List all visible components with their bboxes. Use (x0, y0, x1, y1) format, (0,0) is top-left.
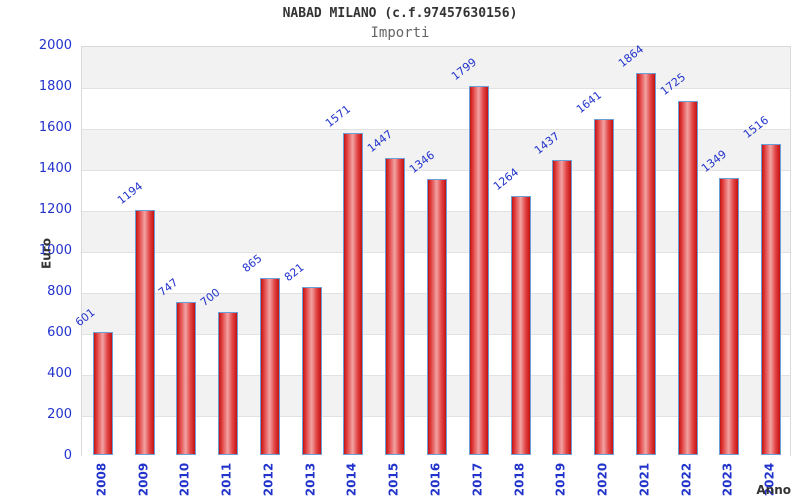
x-tick-label: 2023 (720, 462, 735, 497)
y-tick-label: 1600 (38, 120, 72, 135)
bar-2017: 1799 (449, 56, 489, 455)
chart-subtitle: Importi (370, 25, 430, 41)
x-tick-label: 2015 (386, 462, 401, 497)
y-tick-label: 1200 (38, 202, 72, 217)
y-tick-label: 1000 (38, 243, 72, 258)
x-tick-label: 2014 (344, 462, 359, 497)
x-tick-label: 2008 (94, 462, 109, 497)
y-tick-label: 400 (47, 366, 72, 381)
chart-title: NABAD MILANO (c.f.97457630156) (282, 6, 518, 21)
y-tick-label: 2000 (38, 38, 72, 53)
y-tick-label: 1400 (38, 161, 72, 176)
plot-area: 601 1194 747 700 865 821 1571 1447 1346 1799 1264 1… (73, 42, 791, 457)
bar-2014: 1571 (323, 102, 364, 455)
x-tick-label: 2022 (679, 462, 694, 497)
x-tick-label: 2009 (136, 462, 151, 497)
x-tick-label: 2010 (177, 462, 192, 497)
bar-2011: 700 (198, 285, 239, 455)
bar-2019: 1437 (532, 130, 573, 455)
y-tick-label: 0 (63, 448, 72, 463)
bar-2023: 1349 (699, 148, 740, 455)
x-tick-label: 2012 (261, 462, 276, 497)
bar-2013: 821 (282, 261, 322, 455)
x-axis-title: Anno (756, 483, 791, 497)
y-tick-label: 800 (47, 284, 72, 299)
gridline (82, 129, 790, 130)
bar-2008: 601 (73, 306, 113, 455)
x-tick-label: 2018 (512, 462, 527, 497)
bar-2022: 1725 (658, 71, 698, 455)
bar-2018: 1264 (491, 165, 531, 455)
bar-2009: 1194 (115, 180, 155, 455)
x-tick-label: 2016 (428, 462, 443, 497)
y-tick-label: 200 (47, 407, 72, 422)
x-tick-label: 2021 (637, 462, 652, 497)
gridline (82, 170, 790, 171)
bar-2020: 1641 (574, 88, 615, 455)
gridline (82, 88, 790, 89)
x-tick-label: 2011 (219, 462, 234, 497)
bar-2016: 1346 (407, 149, 447, 455)
x-tick-label: 2019 (553, 462, 568, 497)
x-tick-label: 2017 (470, 462, 485, 497)
bar-2021: 1864 (616, 42, 656, 455)
y-axis-title: Euro (39, 238, 54, 269)
bar-2015: 1447 (365, 128, 406, 455)
band (82, 47, 790, 88)
bar-2012: 865 (240, 252, 280, 455)
band (82, 88, 790, 129)
y-tick-label: 1800 (38, 79, 72, 94)
x-tick-label: 2013 (303, 462, 318, 497)
x-tick-label: 2020 (595, 462, 610, 497)
bar-2010: 747 (156, 276, 197, 455)
bar-2024: 1516 (741, 114, 782, 455)
band (82, 129, 790, 170)
y-tick-label: 600 (47, 325, 72, 340)
